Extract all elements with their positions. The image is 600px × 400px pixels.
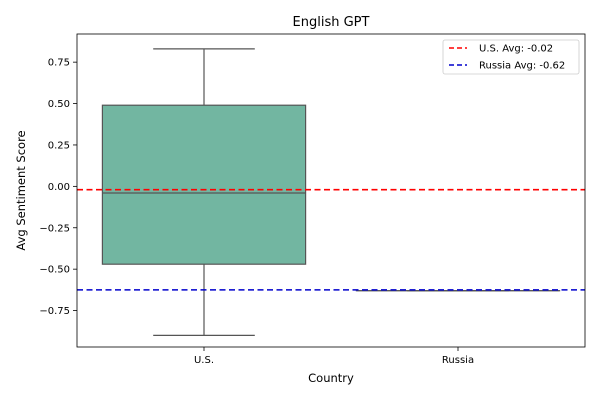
box-body <box>101 104 307 265</box>
y-tick-label: 0.25 <box>48 140 70 151</box>
legend: U.S. Avg: -0.02 Russia Avg: -0.62 <box>442 39 580 75</box>
legend-label-russia-avg: Russia Avg: -0.62 <box>479 61 565 72</box>
y-tick-label: −0.50 <box>39 265 70 276</box>
x-axis-label: Country <box>308 371 354 385</box>
y-tick-label: −0.75 <box>39 306 70 317</box>
chart-title: English GPT <box>293 15 370 30</box>
y-tick-label: 0.50 <box>48 99 70 110</box>
legend-frame <box>442 39 580 75</box>
legend-label-us-avg: U.S. Avg: -0.02 <box>479 44 553 55</box>
y-tick-label: 0.75 <box>48 58 70 69</box>
y-axis-label: Avg Sentiment Score <box>14 130 28 250</box>
x-tick-label: Russia <box>442 355 474 366</box>
y-tick-label: 0.00 <box>48 182 70 193</box>
y-tick-label: −0.25 <box>39 223 70 234</box>
x-tick-label: U.S. <box>194 355 214 366</box>
plot-frame <box>76 33 586 348</box>
